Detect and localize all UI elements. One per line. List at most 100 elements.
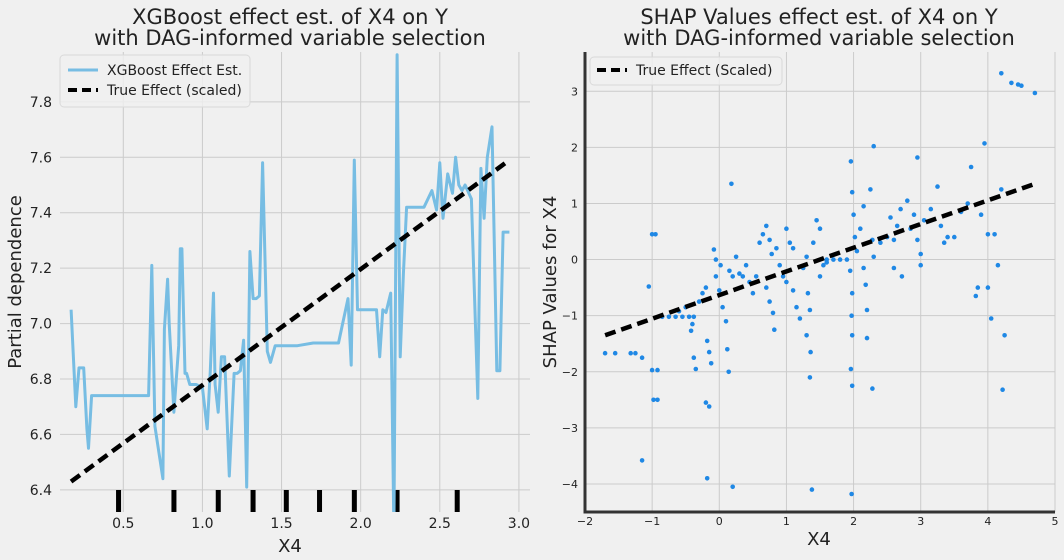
shap-point <box>764 223 769 229</box>
shap-point <box>726 369 731 375</box>
left-true-effect-line <box>69 158 511 484</box>
shap-point <box>805 290 811 296</box>
shap-point <box>1009 80 1014 86</box>
shap-point <box>915 237 920 243</box>
left-y-ticks: 6.4 6.6 6.8 7.0 7.2 7.4 7.6 7.8 <box>30 95 52 499</box>
shap-point <box>750 290 756 296</box>
shap-point <box>646 284 652 289</box>
shap-point <box>1002 333 1007 338</box>
left-x-tick-label: 3.0 <box>508 516 530 532</box>
right-x-axis-label: X4 <box>807 529 831 550</box>
shap-point <box>999 71 1004 76</box>
shap-point <box>965 201 970 206</box>
shap-point <box>653 232 658 237</box>
shap-point <box>945 234 950 240</box>
left-rug-mark <box>317 490 323 512</box>
shap-point <box>807 375 813 380</box>
shap-point <box>740 274 746 279</box>
left-series <box>69 53 511 512</box>
right-y-axis-label: SHAP Values for X4 <box>540 196 561 369</box>
right-x-tick-label: 2 <box>850 515 857 528</box>
shap-point <box>847 268 853 274</box>
shap-point <box>821 262 826 268</box>
left-y-tick-label: 7.2 <box>30 261 52 277</box>
left-pd-line <box>69 53 510 512</box>
right-x-tick-label: −1 <box>644 515 660 528</box>
shap-point <box>849 491 854 497</box>
shap-point <box>693 366 699 372</box>
left-x-ticks: 0.5 1.0 1.5 2.0 2.5 3.0 <box>112 516 530 532</box>
right-chart-title-line2: with DAG-informed variable selection <box>623 26 1015 50</box>
right-x-tick-label: 3 <box>917 515 924 528</box>
right-y-ticks: −4 −3 −2 −1 0 1 2 3 <box>562 85 578 491</box>
right-true-effect-line <box>604 181 1036 338</box>
left-rug-mark <box>171 490 177 512</box>
shap-point <box>928 206 934 212</box>
shap-point <box>639 355 645 361</box>
shap-point <box>854 248 860 254</box>
shap-point <box>704 338 710 344</box>
shap-point <box>769 251 774 257</box>
shap-point <box>831 257 836 262</box>
shap-point <box>915 155 920 160</box>
shap-point <box>711 247 717 252</box>
shap-point <box>706 349 712 355</box>
right-x-tick-label: 1 <box>783 515 790 528</box>
left-y-axis-label: Partial dependence <box>5 195 26 369</box>
shap-point <box>941 240 947 245</box>
right-x-tick-label: 5 <box>1052 515 1059 528</box>
right-y-tick-label: −4 <box>562 478 578 491</box>
shap-point <box>729 181 734 187</box>
shap-point <box>861 204 866 209</box>
shap-point <box>718 262 723 268</box>
shap-point <box>894 223 900 229</box>
left-y-tick-label: 6.8 <box>30 372 52 388</box>
shap-point <box>737 271 742 276</box>
right-x-ticks: −2 −1 0 1 2 3 4 5 <box>577 515 1059 528</box>
shap-point <box>804 254 809 260</box>
left-y-tick-label: 7.4 <box>30 206 52 222</box>
shap-point <box>628 350 633 356</box>
shap-point <box>784 226 789 231</box>
left-chart-title-line2: with DAG-informed variable selection <box>94 26 486 50</box>
shap-point <box>730 484 735 490</box>
right-x-tick-label: −2 <box>577 515 593 528</box>
shap-point <box>706 404 712 409</box>
shap-point <box>999 187 1004 192</box>
shap-point <box>938 223 944 229</box>
left-rug-mark <box>250 490 256 512</box>
shap-point <box>733 254 739 260</box>
shap-point <box>790 288 796 293</box>
shap-point <box>767 299 772 304</box>
shap-point <box>891 265 897 271</box>
shap-point <box>655 397 660 403</box>
shap-point <box>824 257 829 262</box>
shap-point <box>849 313 854 319</box>
shap-point <box>978 212 984 217</box>
right-y-tick-label: 0 <box>571 254 578 267</box>
shap-point <box>767 237 772 243</box>
left-rug-mark <box>351 490 357 512</box>
right-y-tick-label: 2 <box>571 141 578 154</box>
shap-point <box>696 299 702 304</box>
shap-point <box>935 184 940 189</box>
left-grid <box>60 52 530 512</box>
left-x-tick-label: 1.5 <box>270 516 292 532</box>
shap-point <box>703 400 709 405</box>
right-y-tick-label: −2 <box>562 366 578 379</box>
shap-point <box>898 206 903 212</box>
left-x-tick-label: 2.5 <box>429 516 451 532</box>
shap-point <box>720 304 725 310</box>
shap-point <box>878 240 883 245</box>
shap-point <box>808 349 813 355</box>
shap-point <box>849 189 855 195</box>
left-legend-label-pd: XGBoost Effect Est. <box>107 63 242 79</box>
left-x-axis-label: X4 <box>278 536 302 557</box>
shap-point <box>725 347 730 352</box>
shap-point <box>871 143 876 149</box>
shap-point <box>797 316 803 321</box>
shap-point <box>837 257 843 262</box>
shap-point <box>686 314 692 320</box>
shap-point <box>811 240 816 245</box>
